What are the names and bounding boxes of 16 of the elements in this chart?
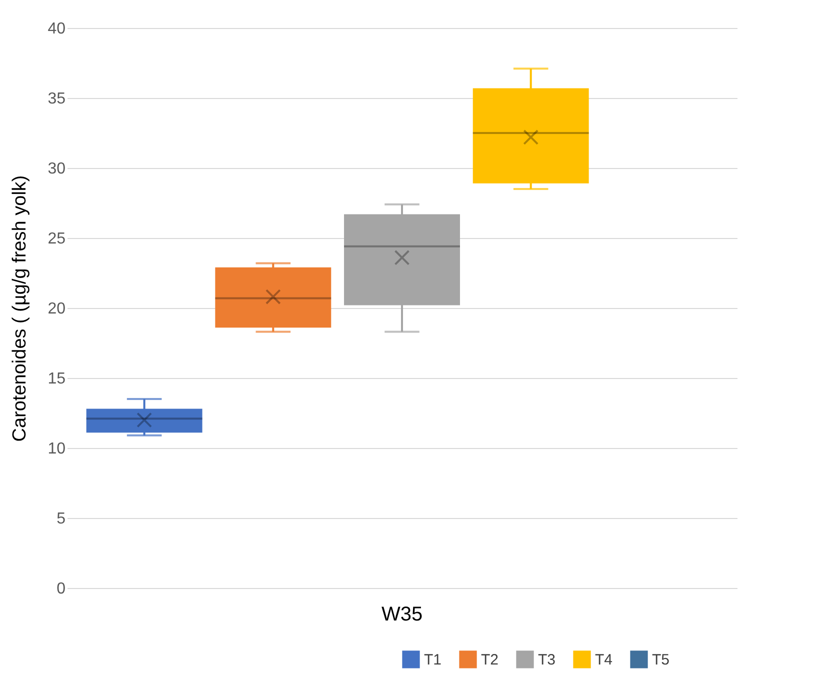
y-tick-label: 0 — [56, 580, 66, 598]
legend-label: T5 — [652, 651, 670, 668]
y-axis-title: Carotenoides ( (µg/g fresh yolk) — [10, 175, 31, 442]
y-tick-label: 20 — [48, 300, 66, 318]
y-tick-label: 15 — [48, 370, 66, 388]
legend-label: T2 — [481, 651, 499, 668]
y-tick-label: 30 — [48, 160, 66, 178]
y-tick-label: 40 — [48, 20, 66, 38]
y-tick-label: 5 — [56, 510, 66, 528]
x-tick-label: W35 — [381, 604, 423, 626]
legend-label: T1 — [424, 651, 442, 668]
y-tick-label: 35 — [48, 90, 66, 108]
y-tick-label: 25 — [48, 230, 66, 248]
y-tick-label: 10 — [48, 440, 66, 458]
legend-label: T3 — [538, 651, 556, 668]
legend-label: T4 — [595, 651, 613, 668]
